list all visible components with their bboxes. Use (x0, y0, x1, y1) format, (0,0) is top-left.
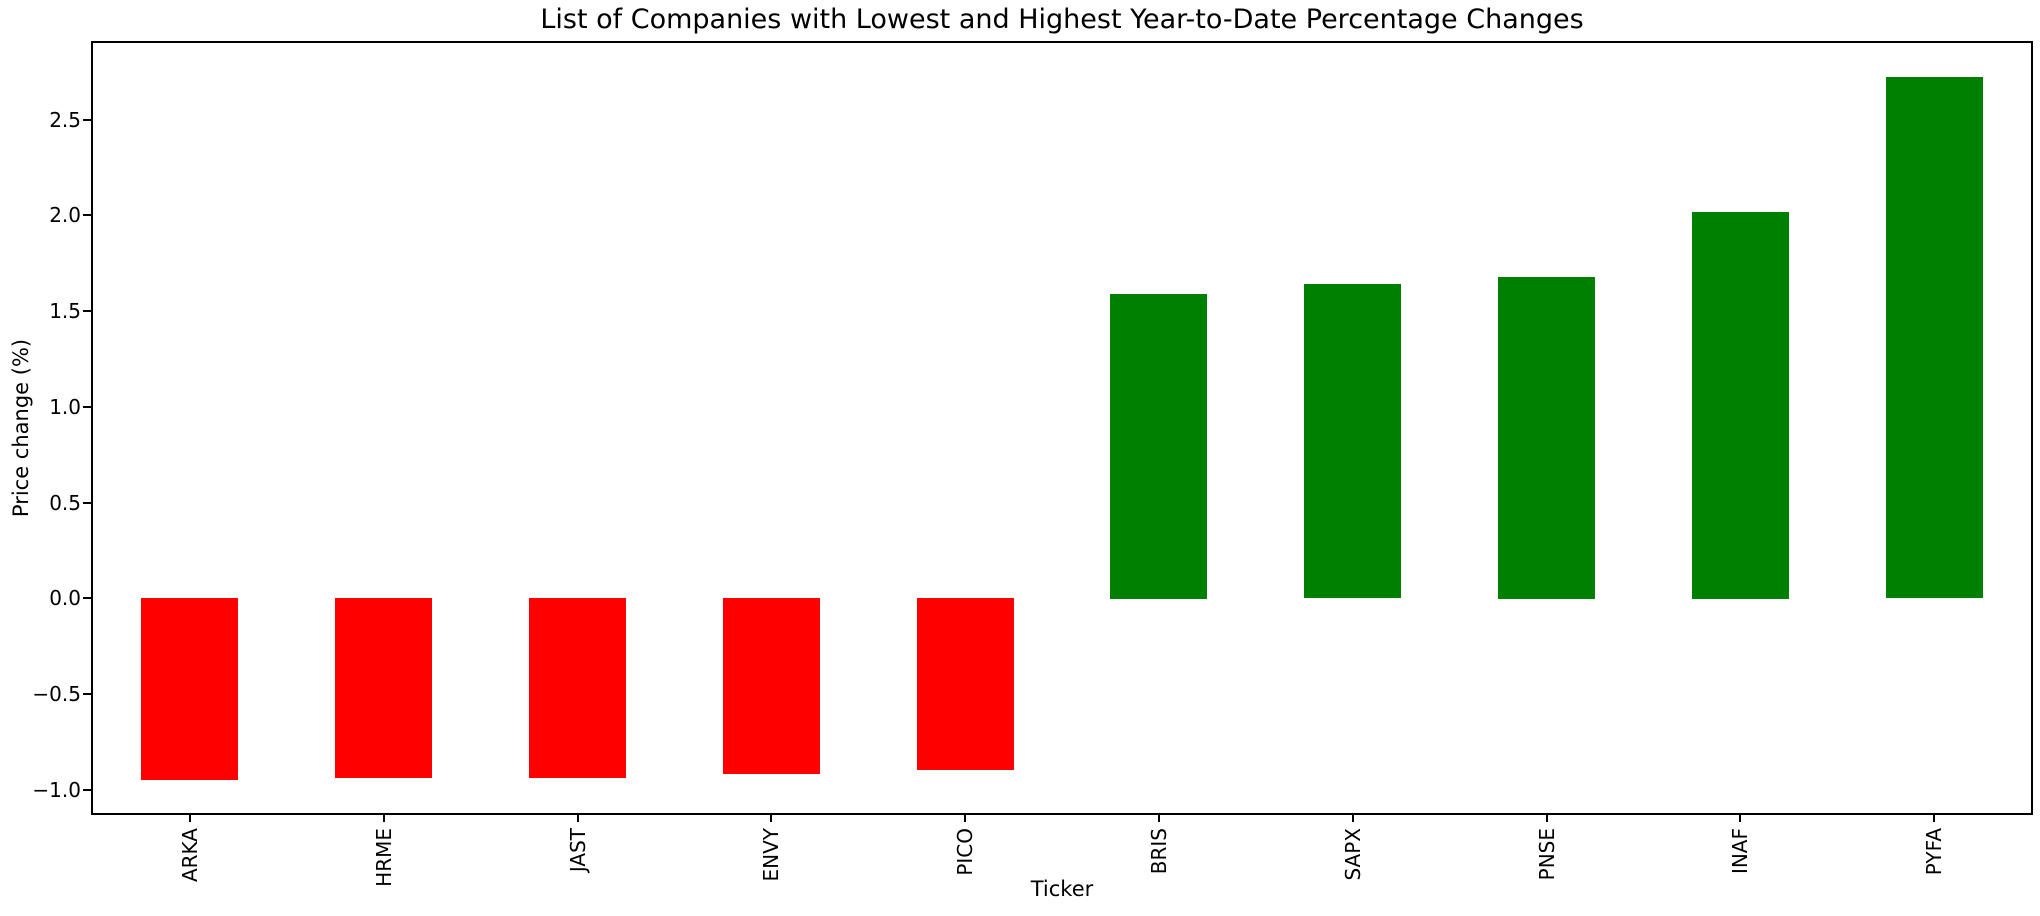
y-tick-mark-1.0 (83, 406, 91, 408)
chart-title: List of Companies with Lowest and Highes… (540, 4, 1584, 35)
bar-INAF (1692, 212, 1789, 599)
x-tick-label-JAST: JAST (566, 828, 590, 873)
y-tick-label-−0.5: −0.5 (32, 682, 81, 706)
x-tick-label-INAF: INAF (1728, 828, 1752, 875)
x-tick-mark-ENVY (770, 815, 772, 822)
y-tick-label-0.5: 0.5 (49, 491, 81, 515)
bar-HRME (335, 598, 432, 778)
x-tick-mark-PICO (964, 815, 966, 822)
x-tick-label-BRIS: BRIS (1147, 828, 1171, 875)
y-tick-label-0.0: 0.0 (49, 586, 81, 610)
y-tick-label-2.0: 2.0 (49, 203, 81, 227)
x-tick-label-ENVY: ENVY (759, 828, 783, 882)
x-tick-label-ARKA: ARKA (178, 828, 202, 883)
x-tick-mark-PNSE (1546, 815, 1548, 822)
bar-SAPX (1304, 284, 1401, 598)
x-tick-mark-JAST (577, 815, 579, 822)
bar-ARKA (141, 598, 238, 780)
bar-PICO (917, 598, 1014, 770)
y-tick-mark-1.5 (83, 310, 91, 312)
x-tick-label-PNSE: PNSE (1535, 828, 1559, 881)
x-tick-mark-SAPX (1352, 815, 1354, 822)
x-tick-label-SAPX: SAPX (1341, 828, 1365, 881)
y-tick-mark-2.5 (83, 119, 91, 121)
y-tick-mark-−0.5 (83, 693, 91, 695)
y-tick-label-2.5: 2.5 (49, 108, 81, 132)
x-axis-label: Ticker (1030, 877, 1094, 901)
y-tick-label-−1.0: −1.0 (32, 778, 81, 802)
y-tick-mark-2.0 (83, 214, 91, 216)
bar-JAST (529, 598, 626, 778)
plot-area (91, 41, 2033, 815)
x-tick-label-PYFA: PYFA (1922, 828, 1946, 876)
y-tick-mark-−1.0 (83, 789, 91, 791)
bar-BRIS (1110, 294, 1207, 599)
y-tick-label-1.5: 1.5 (49, 299, 81, 323)
x-tick-mark-INAF (1739, 815, 1741, 822)
y-tick-label-1.0: 1.0 (49, 395, 81, 419)
bar-ENVY (723, 598, 820, 774)
x-tick-mark-PYFA (1933, 815, 1935, 822)
x-tick-mark-ARKA (189, 815, 191, 822)
x-tick-label-PICO: PICO (953, 828, 977, 876)
bar-PYFA (1886, 77, 1983, 598)
y-tick-mark-0.0 (83, 597, 91, 599)
y-tick-mark-0.5 (83, 502, 91, 504)
bar-PNSE (1498, 277, 1595, 599)
x-tick-mark-BRIS (1158, 815, 1160, 822)
x-tick-mark-HRME (383, 815, 385, 822)
